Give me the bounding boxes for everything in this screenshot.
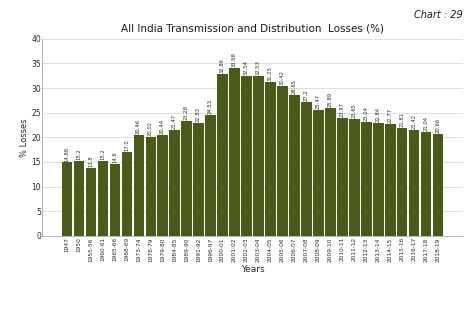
Text: 17.0: 17.0 <box>124 139 129 151</box>
Text: 30.42: 30.42 <box>280 70 285 85</box>
Text: 33.98: 33.98 <box>232 53 237 68</box>
Bar <box>134 135 143 236</box>
Bar <box>61 162 72 236</box>
Text: 24.53: 24.53 <box>208 99 213 114</box>
Bar <box>289 95 300 236</box>
Bar <box>337 118 347 236</box>
Bar <box>218 74 228 236</box>
Bar <box>302 102 312 236</box>
X-axis label: Years: Years <box>241 265 264 274</box>
Bar <box>194 123 203 236</box>
Text: 21.81: 21.81 <box>400 112 405 127</box>
Text: 23.04: 23.04 <box>364 106 369 121</box>
Text: 27.2: 27.2 <box>304 89 309 101</box>
Bar <box>169 130 180 236</box>
Text: 14.88: 14.88 <box>64 146 69 162</box>
Text: 25.47: 25.47 <box>316 94 321 109</box>
Y-axis label: % Losses: % Losses <box>19 118 29 157</box>
Title: All India Transmission and Distribution  Losses (%): All India Transmission and Distribution … <box>121 24 384 34</box>
Text: 22.83: 22.83 <box>196 107 201 122</box>
Text: 28.65: 28.65 <box>292 78 297 94</box>
Bar <box>409 130 420 236</box>
Text: 31.25: 31.25 <box>268 66 273 81</box>
Bar <box>325 108 336 236</box>
Text: 23.28: 23.28 <box>184 105 189 120</box>
Text: Chart : 29: Chart : 29 <box>414 10 463 20</box>
Text: 20.66: 20.66 <box>436 118 441 133</box>
Text: 32.86: 32.86 <box>220 58 225 73</box>
Text: 21.47: 21.47 <box>172 114 177 129</box>
Bar <box>313 110 324 236</box>
Bar <box>205 115 216 236</box>
Bar <box>397 128 407 236</box>
Text: 20.46: 20.46 <box>136 119 141 134</box>
Bar <box>278 86 287 236</box>
Text: 21.04: 21.04 <box>424 116 429 131</box>
Bar <box>362 122 371 236</box>
Bar <box>74 161 84 236</box>
Bar <box>242 76 252 236</box>
Text: 15.2: 15.2 <box>100 148 105 160</box>
Bar <box>349 119 360 236</box>
Bar <box>85 168 96 236</box>
Bar <box>373 123 384 236</box>
Bar <box>145 137 156 236</box>
Bar <box>433 134 444 236</box>
Text: 15.2: 15.2 <box>76 148 81 160</box>
Bar <box>158 135 168 236</box>
Text: 13.8: 13.8 <box>88 155 93 167</box>
Text: 23.97: 23.97 <box>340 102 345 117</box>
Text: 32.54: 32.54 <box>244 59 249 75</box>
Bar <box>110 164 120 236</box>
Bar <box>98 161 108 236</box>
Text: 14.6: 14.6 <box>112 151 117 163</box>
Bar <box>121 152 132 236</box>
Text: 21.42: 21.42 <box>412 114 417 129</box>
Text: 23.65: 23.65 <box>352 103 357 118</box>
Bar <box>421 132 431 236</box>
Text: 20.44: 20.44 <box>160 119 165 134</box>
Text: 32.53: 32.53 <box>256 60 261 75</box>
Text: 25.89: 25.89 <box>328 92 333 107</box>
Text: 22.84: 22.84 <box>376 107 381 122</box>
Bar <box>385 124 396 236</box>
Text: 22.77: 22.77 <box>388 108 393 123</box>
Bar <box>181 121 192 236</box>
Text: 20.02: 20.02 <box>148 121 153 136</box>
Bar <box>229 68 240 236</box>
Bar <box>265 82 276 236</box>
Bar <box>253 76 263 236</box>
